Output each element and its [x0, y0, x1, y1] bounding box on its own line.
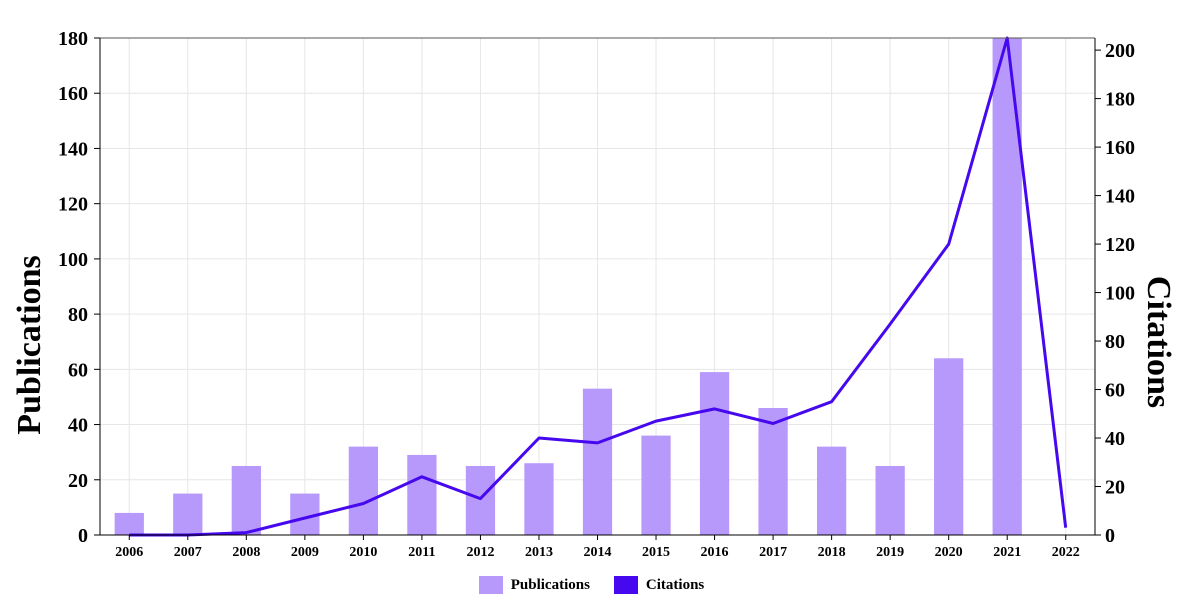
x-tick-label: 2016	[701, 545, 729, 560]
left-tick-label: 20	[68, 470, 88, 492]
left-tick-label: 100	[58, 249, 88, 271]
x-axis-ticks: 2006 2007 2008 2009 2010 2011 2012 2013 2014 2015…	[115, 535, 1080, 560]
right-tick-label: 200	[1105, 40, 1135, 62]
right-tick-label: 60	[1105, 380, 1125, 402]
x-tick-label: 2008	[232, 545, 260, 560]
x-tick-label: 2009	[291, 545, 319, 560]
legend-item-publications[interactable]: Publications	[478, 576, 590, 594]
left-axis-title: Publications	[11, 255, 48, 434]
left-axis-ticks: 0 20 40 60 80 100 120 140 160 180	[58, 28, 100, 547]
x-tick-label: 2010	[349, 545, 377, 560]
legend-label-publications: Publications	[510, 576, 590, 593]
x-tick-label: 2006	[115, 545, 143, 560]
bar-2020	[934, 358, 964, 535]
left-tick-label: 60	[68, 359, 88, 381]
left-tick-label: 40	[68, 415, 88, 437]
legend-swatch-publications	[478, 576, 503, 594]
left-tick-label: 160	[58, 83, 88, 105]
bar-2019	[875, 465, 905, 535]
x-tick-label: 2019	[876, 545, 904, 560]
bar-2013	[524, 463, 554, 535]
left-tick-label: 80	[68, 304, 88, 326]
bar-2015	[641, 435, 671, 535]
right-tick-label: 180	[1105, 89, 1135, 111]
legend-swatch-citations	[613, 576, 638, 594]
bar-2018	[816, 446, 847, 535]
left-tick-label: 140	[58, 138, 88, 160]
publications-bars	[114, 38, 1022, 535]
left-tick-label: 120	[58, 194, 88, 216]
left-tick-label: 180	[58, 28, 88, 50]
x-tick-label: 2018	[818, 545, 846, 560]
legend-label-citations: Citations	[645, 576, 705, 593]
legend-item-citations[interactable]: Citations	[613, 576, 705, 594]
x-tick-label: 2021	[993, 545, 1021, 560]
right-axis-ticks: 0 20 40 60 80 100 120 140 160 180 200	[1095, 40, 1135, 547]
x-tick-label: 2013	[525, 545, 553, 560]
right-axis-title: Citations	[1140, 276, 1177, 408]
bar-2012	[465, 465, 496, 535]
bar-2017	[758, 407, 788, 535]
bar-2016	[699, 372, 730, 535]
x-tick-label: 2015	[642, 545, 670, 560]
bar-2007	[173, 493, 203, 535]
left-tick-label: 0	[78, 525, 88, 547]
right-tick-label: 100	[1105, 283, 1135, 305]
right-tick-label: 0	[1105, 525, 1115, 547]
x-tick-label: 2007	[174, 545, 202, 560]
right-tick-label: 20	[1105, 477, 1125, 499]
x-tick-label: 2012	[466, 545, 494, 560]
x-tick-label: 2022	[1052, 545, 1080, 560]
bar-2014	[582, 388, 613, 535]
citations-line	[129, 36, 1068, 537]
right-tick-label: 140	[1105, 186, 1135, 208]
x-tick-label: 2020	[935, 545, 963, 560]
right-tick-label: 120	[1105, 234, 1135, 256]
x-tick-label: 2011	[408, 545, 435, 560]
bar-2011	[407, 454, 437, 535]
x-tick-label: 2017	[759, 545, 787, 560]
bar-2008	[231, 465, 261, 535]
right-tick-label: 40	[1105, 428, 1125, 450]
right-tick-label: 80	[1105, 331, 1125, 353]
bar-2010	[348, 446, 379, 535]
legend: Publications Citations	[0, 576, 1183, 594]
bar-2006	[114, 512, 144, 535]
x-tick-label: 2014	[584, 545, 612, 560]
right-tick-label: 160	[1105, 137, 1135, 159]
